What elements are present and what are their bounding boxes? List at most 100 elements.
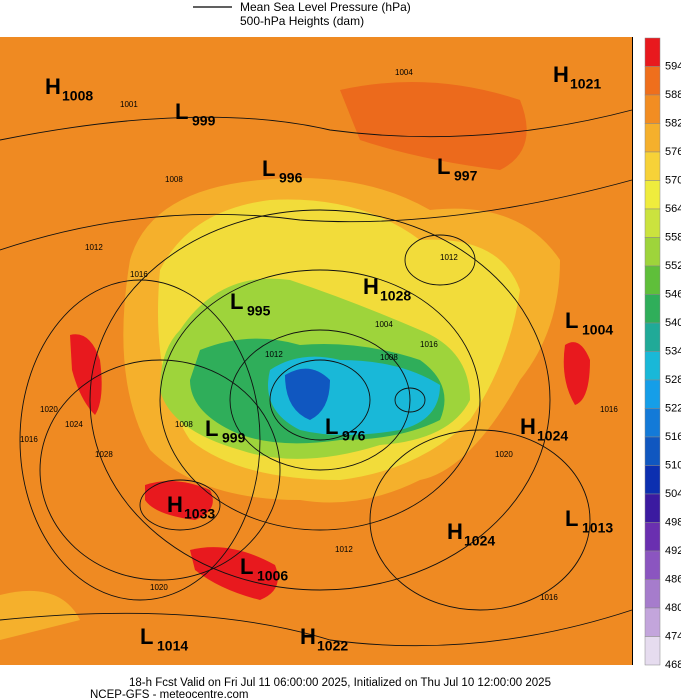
colorbar-swatch: [644, 123, 661, 153]
colorbar-swatch: [644, 265, 661, 295]
colorbar-swatch: [644, 550, 661, 580]
colorbar-tick-label: 486: [665, 573, 681, 585]
shade-region: [190, 547, 278, 600]
colorbar-tick-label: 552: [665, 260, 681, 272]
center-type: L: [230, 289, 243, 314]
colorbar-tick-label: 510: [665, 459, 681, 471]
shade-region: [285, 368, 330, 420]
colorbar-swatch: [644, 351, 661, 381]
contour-label: 1008: [165, 175, 183, 184]
center-type: H: [520, 414, 536, 439]
colorbar-tick-label: 582: [665, 117, 681, 129]
colorbar-swatch: [644, 294, 661, 324]
contour-label: 1008: [380, 353, 398, 362]
colorbar-swatch: [644, 151, 661, 181]
colorbar-swatch: [644, 636, 661, 666]
colorbar-swatch: [644, 180, 661, 210]
colorbar-swatch: [644, 465, 661, 495]
center-pressure: 1006: [257, 568, 288, 584]
colorbar-tick-label: 498: [665, 516, 681, 528]
contour-label: 1004: [395, 68, 413, 77]
footer-line: 18-h Fcst Valid on Fri Jul 11 06:00:00 2…: [129, 677, 551, 689]
shade-region: [0, 590, 80, 640]
center-pressure: 1028: [380, 288, 411, 304]
contour-label: 1008: [175, 420, 193, 429]
center-pressure: 997: [454, 168, 478, 184]
colorbar-tick-label: 570: [665, 174, 681, 186]
center-type: L: [565, 506, 578, 531]
center-pressure: 1008: [62, 88, 93, 104]
colorbar-tick-label: 594: [665, 60, 681, 72]
center-pressure: 1013: [582, 520, 613, 536]
colorbar-tick-label: 516: [665, 431, 681, 443]
contour-label: 1028: [95, 450, 113, 459]
center-type: L: [565, 308, 578, 333]
contour-label: 1020: [495, 450, 513, 459]
colorbar-swatch: [644, 408, 661, 438]
center-pressure: 999: [222, 430, 246, 446]
contour-label: 1001: [120, 100, 138, 109]
colorbar-tick-label: 534: [665, 345, 681, 357]
center-pressure: 1014: [157, 638, 188, 654]
colorbar-tick-label: 468: [665, 659, 681, 671]
center-pressure: 996: [279, 170, 303, 186]
contour-label: 1024: [65, 420, 83, 429]
colorbar-tick-label: 546: [665, 288, 681, 300]
colorbar-tick-label: 564: [665, 203, 681, 215]
colorbar: 594 588 582 576 570 564 558 552 546 540 534 528 522 5…: [644, 37, 681, 671]
colorbar-swatch: [644, 607, 661, 637]
pressure-contours: [0, 109, 633, 647]
center-type: H: [363, 274, 379, 299]
colorbar-swatch: [644, 322, 661, 352]
center-pressure: 1024: [464, 533, 495, 549]
contour-label: 1012: [85, 243, 103, 252]
contour-label: 1012: [265, 350, 283, 359]
footer-source: NCEP-GFS - meteocentre.com: [90, 689, 248, 700]
contour-label: 1016: [540, 593, 558, 602]
center-pressure: 1021: [570, 76, 601, 92]
center-type: L: [205, 416, 218, 441]
center-type: L: [175, 99, 188, 124]
colorbar-swatch: [644, 208, 661, 238]
center-type: L: [437, 154, 450, 179]
center-pressure: 1004: [582, 322, 613, 338]
center-pressure: 976: [342, 428, 366, 444]
center-type: L: [325, 414, 338, 439]
shade-region: [70, 334, 102, 415]
contour-label: 1016: [600, 405, 618, 414]
center-type: H: [553, 62, 569, 87]
colorbar-swatch: [644, 436, 661, 466]
center-type: H: [447, 519, 463, 544]
center-type: H: [45, 74, 61, 99]
colorbar-tick-label: 504: [665, 488, 681, 500]
colorbar-tick-label: 492: [665, 545, 681, 557]
center-type: L: [140, 624, 153, 649]
contour-label: 1016: [420, 340, 438, 349]
colorbar-swatch: [644, 94, 661, 124]
colorbar-tick-label: 474: [665, 630, 681, 642]
contour-label: 1016: [20, 435, 38, 444]
colorbar-swatch: [644, 579, 661, 609]
center-type: H: [167, 492, 183, 517]
legend-line-label: Mean Sea Level Pressure (hPa): [240, 0, 411, 14]
shade-region: [340, 82, 527, 170]
contour-label: 1012: [335, 545, 353, 554]
colorbar-tick-label: 540: [665, 317, 681, 329]
colorbar-swatch: [644, 237, 661, 267]
center-pressure: 995: [247, 303, 271, 319]
contour-label: 1004: [375, 320, 393, 329]
colorbar-swatch: [644, 379, 661, 409]
colorbar-tick-label: 480: [665, 602, 681, 614]
center-type: H: [300, 624, 316, 649]
colorbar-swatch: [644, 522, 661, 552]
center-type: L: [240, 554, 253, 579]
contour-label: 1020: [150, 583, 168, 592]
shade-region: [563, 342, 590, 405]
colorbar-tick-label: 528: [665, 374, 681, 386]
center-pressure: 1022: [317, 638, 348, 654]
center-type: L: [262, 156, 275, 181]
contour-label: 1020: [40, 405, 58, 414]
